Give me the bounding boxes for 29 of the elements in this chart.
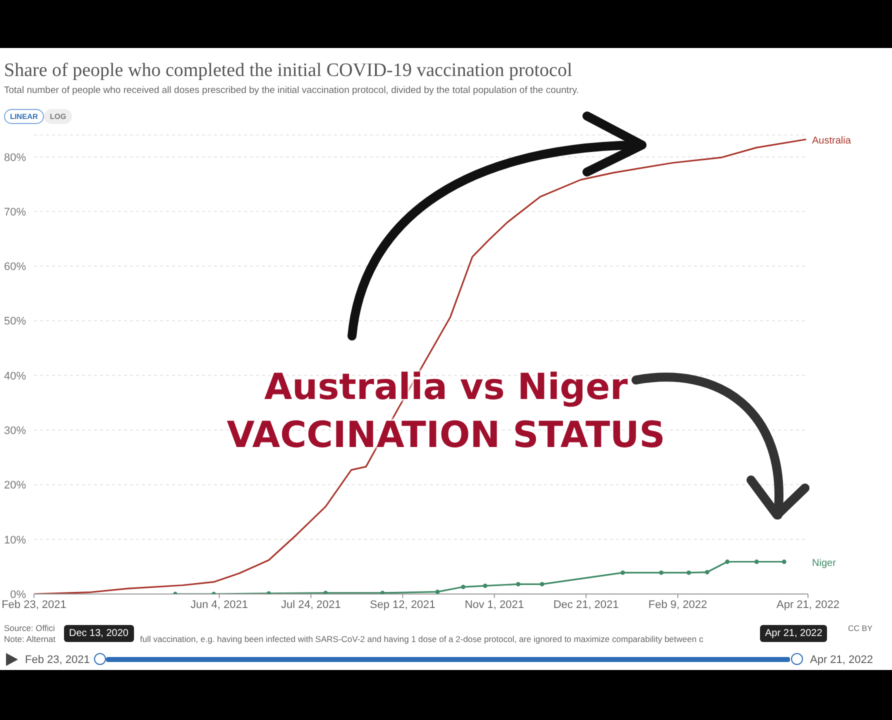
y-tick-label: 40%: [4, 370, 26, 382]
y-tick-label: 80%: [4, 152, 26, 164]
y-tick-label: 10%: [4, 534, 26, 546]
x-tick-label: Sep 12, 2021: [370, 598, 436, 611]
text: full vaccination, e.g. having been infected with SARS-CoV-2 and having 1 dose of a 2-dose protocol, are ignored to maximize comparability between c: [140, 634, 704, 644]
text: CC BY: [848, 624, 872, 633]
text: Note: Alternat: [4, 634, 56, 644]
x-tick-label: Feb 23, 2021: [2, 598, 66, 611]
x-tick-label: Nov 1, 2021: [464, 598, 524, 611]
y-tick-label: 60%: [4, 261, 26, 274]
chart-title: Share of people who completed the initial COVID-19 vaccination protocol: [4, 60, 572, 82]
chart-subtitle: Total number of people who received all doses prescribed by the initial vaccination protocol, divided by the total population of the country.: [4, 85, 579, 96]
y-tick-label: 50%: [4, 316, 26, 328]
text: Apr 21, 2022: [810, 654, 873, 666]
x-tick-label: Feb 9, 2022: [648, 598, 708, 611]
source-note: Source: Offici: [4, 623, 55, 633]
y-tick-label: 30%: [4, 424, 26, 437]
date-tooltip: Apr 21, 2022: [760, 625, 828, 642]
x-tick-label: Dec 21, 2021: [553, 598, 619, 611]
x-tick-label: Jul 24, 2021: [280, 598, 341, 611]
series-label: Australia: [812, 135, 852, 146]
x-tick-label: Apr 21, 2022: [776, 598, 840, 611]
y-tick-label: 20%: [4, 480, 26, 492]
date-tooltip: Dec 13, 2020: [64, 625, 134, 642]
text: Feb 23, 2021: [25, 654, 90, 666]
text: Niger: [812, 558, 837, 569]
y-tick-label: 70%: [4, 206, 26, 218]
y-tick-label: 0%: [10, 588, 26, 601]
x-tick-label: Jun 4, 2021: [190, 598, 248, 611]
